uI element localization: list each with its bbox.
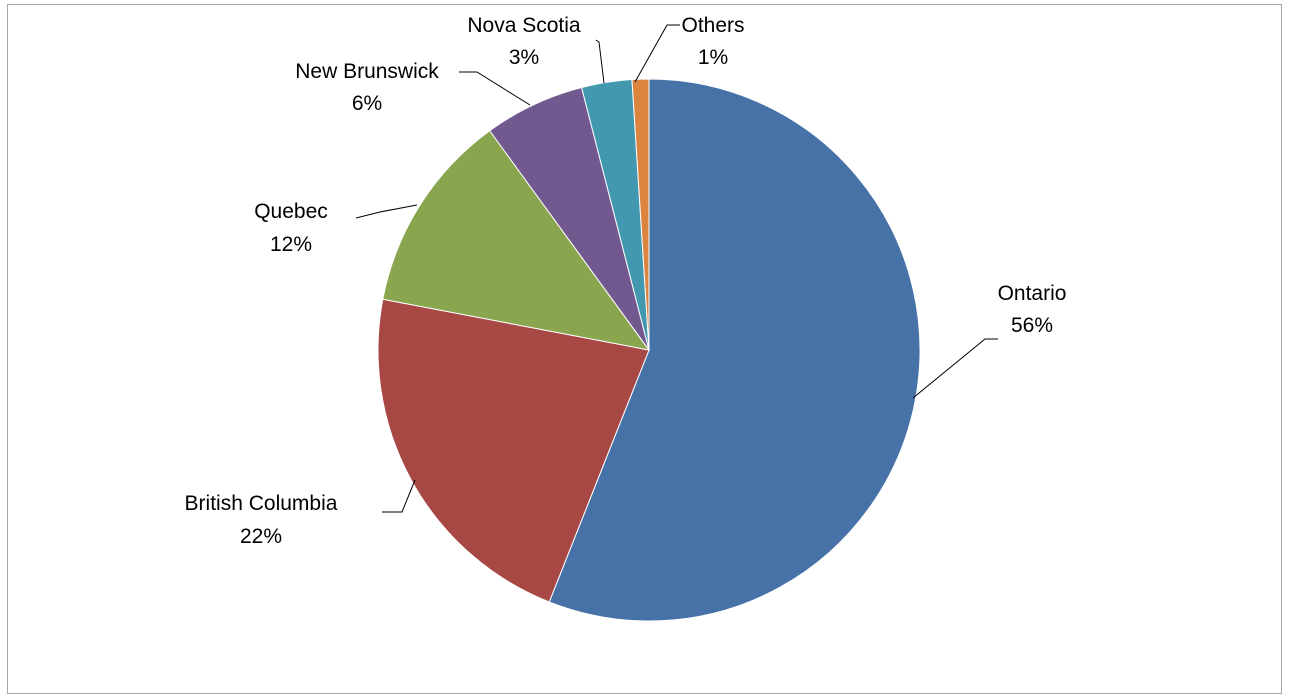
leader-lines — [355, 24, 998, 513]
slice-value-nova-scotia: 3% — [509, 46, 539, 69]
pie-slice-others — [631, 78, 650, 351]
leader-line-ontario — [912, 338, 998, 399]
slice-value-others: 1% — [698, 46, 728, 69]
pie-slices — [377, 78, 921, 622]
pie-slice-ontario — [548, 78, 921, 622]
leader-line-british-columbia — [382, 479, 416, 513]
slice-label-british-columbia: British Columbia — [185, 492, 338, 515]
pie-slice-quebec — [382, 130, 651, 351]
slice-labels: Ontario 56% British Columbia 22% Quebec 12% Ne… — [185, 14, 1067, 548]
slice-label-ontario: Ontario — [998, 282, 1067, 305]
leader-line-new-brunswick — [459, 71, 531, 106]
slice-value-ontario: 56% — [1011, 314, 1053, 337]
slice-label-nova-scotia: Nova Scotia — [467, 14, 581, 37]
slice-label-others: Others — [681, 14, 744, 37]
slice-value-quebec: 12% — [270, 233, 312, 256]
leader-line-nova-scotia — [595, 39, 605, 84]
slice-value-new-brunswick: 6% — [352, 92, 382, 115]
leader-line-others — [634, 24, 680, 83]
leader-line-quebec — [355, 204, 418, 219]
pie-slice-british-columbia — [377, 298, 650, 603]
slice-label-quebec: Quebec — [254, 200, 328, 223]
slice-value-british-columbia: 22% — [240, 525, 282, 548]
slice-label-new-brunswick: New Brunswick — [295, 60, 439, 83]
